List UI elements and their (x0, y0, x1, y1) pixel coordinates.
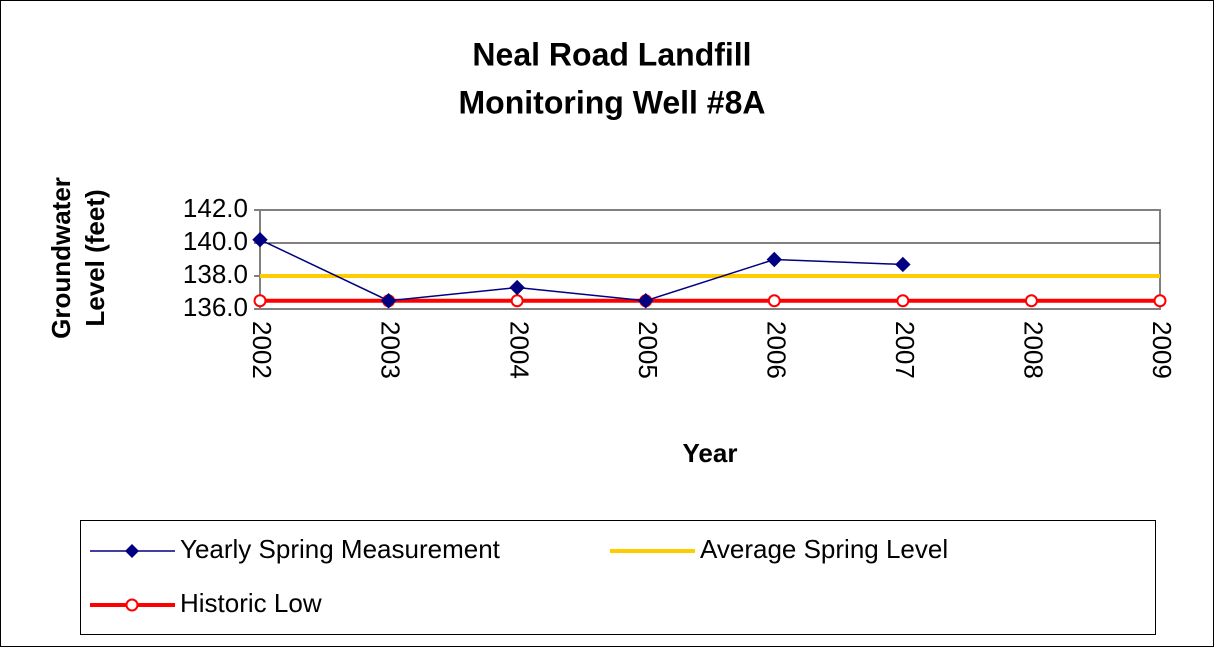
marker (252, 231, 268, 248)
marker (1153, 294, 1167, 308)
legend-box (80, 520, 1156, 635)
y-axis-label: Groundwater (46, 177, 76, 339)
legend-marker (125, 598, 139, 612)
x-tick-label: 2005 (633, 321, 663, 379)
y-axis-label: Level (feet) (80, 189, 110, 326)
marker (509, 279, 525, 296)
marker (380, 293, 397, 309)
marker (767, 294, 781, 308)
y-tick-label: 138.0 (183, 259, 248, 289)
chart-title: Monitoring Well #8A (459, 84, 766, 120)
legend-label: Average Spring Level (700, 534, 948, 564)
plot-area (259, 209, 1161, 310)
series-line (259, 239, 903, 302)
y-tick-label: 142.0 (183, 193, 248, 223)
legend-label: Yearly Spring Measurement (180, 534, 501, 564)
legend-marker (125, 544, 139, 558)
y-tick-label: 140.0 (183, 226, 248, 256)
marker (1024, 294, 1038, 308)
legend-label: Historic Low (180, 588, 322, 618)
marker (510, 294, 524, 308)
chart-title: Neal Road Landfill (472, 36, 751, 72)
marker (638, 293, 654, 309)
marker (766, 251, 782, 268)
x-tick-label: 2008 (1019, 321, 1049, 379)
x-tick-label: 2007 (890, 321, 920, 379)
x-tick-label: 2003 (376, 321, 406, 379)
marker (895, 256, 911, 273)
marker (896, 294, 910, 308)
x-tick-label: 2009 (1147, 321, 1177, 379)
y-tick-label: 136.0 (183, 292, 248, 322)
x-axis-label: Year (683, 438, 738, 468)
x-tick-label: 2006 (761, 321, 791, 379)
x-tick-label: 2004 (504, 321, 534, 379)
marker (253, 294, 267, 308)
x-tick-label: 2002 (247, 321, 277, 379)
